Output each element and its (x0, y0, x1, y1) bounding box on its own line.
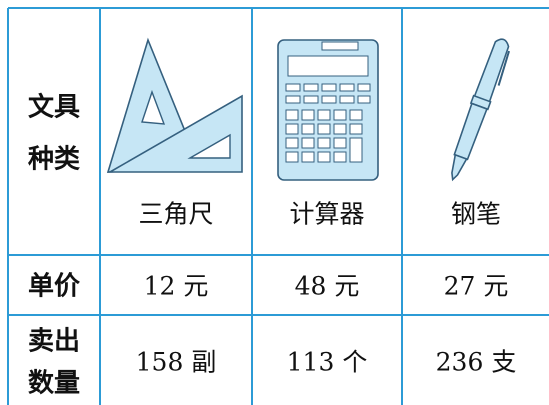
pen-cap (472, 38, 510, 105)
item-name: 钢笔 (451, 200, 501, 229)
pen-icon (451, 38, 510, 182)
pen-tip (451, 153, 468, 182)
row-label: 单价 (28, 272, 81, 302)
cell: 12 元 (144, 272, 209, 301)
row-label: 卖出 (28, 327, 80, 357)
item-name: 计算器 (289, 200, 364, 229)
header-label: 文具 (28, 92, 80, 123)
pen-clip (497, 50, 510, 86)
cell: 236 支 (436, 348, 517, 377)
calculator-icon (277, 39, 379, 181)
item-name: 三角尺 (138, 200, 213, 229)
header-label: 种类 (28, 145, 80, 175)
set-square-icon (106, 37, 243, 173)
buttons (285, 83, 371, 163)
triangle-hole (187, 133, 231, 159)
display (287, 55, 369, 77)
triangle-hole (141, 89, 166, 125)
row-label: 数量 (28, 369, 80, 399)
cell: 48 元 (295, 272, 360, 301)
cell: 158 副 (136, 348, 217, 377)
solar-panel (321, 41, 359, 51)
pen-barrel (453, 102, 488, 161)
table-grid (7, 7, 549, 405)
cell: 113 个 (287, 348, 368, 377)
cell: 27 元 (444, 272, 509, 301)
